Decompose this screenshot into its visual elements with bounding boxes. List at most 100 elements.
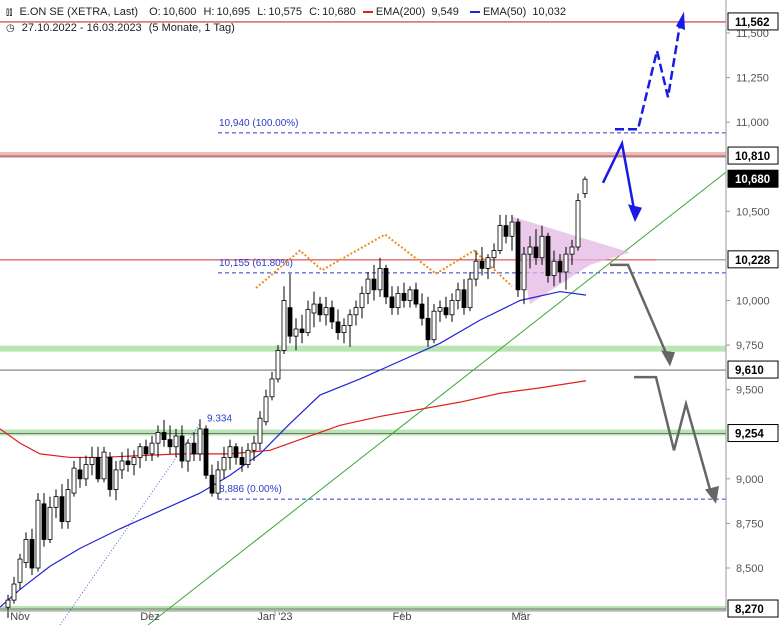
candle-body bbox=[582, 178, 588, 194]
legend-ema200[interactable]: EMA(200) 9,549 bbox=[362, 6, 463, 18]
candle-body bbox=[341, 325, 347, 334]
candle-body bbox=[323, 307, 329, 316]
candle-body bbox=[233, 446, 239, 458]
candle-body bbox=[101, 451, 107, 480]
candle-body bbox=[395, 292, 401, 309]
candle-body bbox=[71, 467, 77, 494]
candle-body bbox=[185, 442, 191, 462]
candle-body bbox=[299, 328, 305, 333]
fib-label-2: 8,886 (0.00%) bbox=[219, 484, 282, 495]
price-tag-label: 10,228 bbox=[735, 255, 771, 267]
price-tag-box bbox=[727, 146, 779, 165]
candle-body bbox=[473, 260, 479, 280]
candle-body bbox=[497, 225, 503, 251]
candle-body bbox=[245, 449, 251, 465]
candle-body bbox=[95, 457, 101, 480]
candles-group bbox=[5, 176, 588, 618]
candle-body bbox=[29, 539, 35, 569]
candle-body bbox=[5, 599, 11, 608]
candle-body bbox=[83, 464, 89, 480]
candle-body bbox=[515, 221, 521, 291]
price-tag-label: 10,680 bbox=[735, 174, 770, 186]
arrow-blue-down bbox=[601, 139, 637, 216]
orange-pattern-line bbox=[255, 233, 513, 289]
y-tick-label: 8,750 bbox=[736, 518, 764, 530]
y-tick-label: 9,000 bbox=[736, 474, 764, 486]
candle-body bbox=[209, 474, 215, 494]
candle-body bbox=[443, 307, 449, 316]
y-tick-label: 10,000 bbox=[736, 296, 770, 308]
arrow-gray-1 bbox=[610, 263, 670, 359]
candle-body bbox=[521, 253, 527, 291]
arrow-gray-2-head bbox=[705, 485, 719, 504]
candle-body bbox=[557, 260, 563, 273]
arrow-blue-dashed-head bbox=[676, 11, 685, 31]
price-tag-label: 10,810 bbox=[735, 151, 770, 163]
low-value: 10,575 bbox=[268, 6, 303, 18]
y-tick-label: 9,750 bbox=[736, 340, 764, 352]
candle-body bbox=[347, 314, 353, 326]
header-line-1: ⫾⫾ E.ON SE (XETRA, Last) O: 10,600 H: 10,6… bbox=[6, 6, 574, 18]
high-label: H: bbox=[203, 6, 215, 18]
period-text: (5 Monate, 1 Tag) bbox=[148, 22, 235, 34]
candle-body bbox=[41, 503, 47, 540]
price-tag-box bbox=[727, 169, 779, 188]
candle-body bbox=[191, 442, 197, 455]
candle-body bbox=[413, 289, 419, 305]
candle-body bbox=[455, 289, 461, 301]
bar-chart-icon[interactable]: ⫾⫾ bbox=[6, 7, 13, 18]
support-band-9254 bbox=[0, 429, 726, 436]
candle-body bbox=[155, 432, 161, 444]
candle-body bbox=[329, 307, 335, 323]
series-line-ema200 bbox=[0, 380, 587, 459]
arrow-gray-1-head bbox=[661, 350, 675, 367]
y-tick-label: 9,500 bbox=[736, 385, 764, 397]
candle-body bbox=[563, 253, 569, 273]
candle-body bbox=[335, 321, 341, 333]
candle-body bbox=[281, 300, 287, 351]
candle-body bbox=[47, 506, 53, 540]
trendline-support bbox=[147, 171, 727, 626]
candle-body bbox=[545, 235, 551, 276]
candle-body bbox=[59, 496, 65, 523]
candle-body bbox=[407, 289, 413, 301]
ema50-label: EMA(50) bbox=[482, 6, 527, 18]
candle-body bbox=[305, 309, 311, 333]
candle-body bbox=[503, 225, 509, 237]
arrow-blue-dashed bbox=[615, 23, 682, 131]
high-value: 10,695 bbox=[216, 6, 251, 18]
open-label: O: bbox=[149, 6, 161, 18]
x-tick-label: Feb bbox=[393, 611, 412, 623]
candle-body bbox=[461, 289, 467, 309]
candle-body bbox=[161, 432, 167, 441]
annotation-label-0: 9.334 bbox=[207, 413, 232, 424]
candle-body bbox=[203, 428, 209, 476]
candle-body bbox=[509, 221, 515, 237]
candle-body bbox=[215, 469, 221, 494]
ema50-value: 10,032 bbox=[532, 6, 566, 18]
candle-body bbox=[269, 378, 275, 398]
candle-body bbox=[11, 583, 17, 601]
price-tag-label: 8,270 bbox=[735, 604, 764, 616]
x-tick-label: Jan '23 bbox=[257, 611, 292, 623]
y-tick-label: 8,500 bbox=[736, 563, 764, 575]
ema200-value: 9,549 bbox=[431, 6, 459, 18]
x-tick-label: Nov bbox=[10, 611, 30, 623]
candle-body bbox=[179, 435, 185, 462]
candle-body bbox=[263, 396, 269, 423]
candle-body bbox=[449, 300, 455, 316]
ema200-label: EMA(200) bbox=[375, 6, 426, 18]
candle-body bbox=[389, 296, 395, 309]
candle-body bbox=[173, 435, 179, 448]
candle-body bbox=[425, 317, 431, 341]
candle-body bbox=[377, 267, 383, 291]
candle-body bbox=[371, 278, 377, 291]
legend-ema50[interactable]: EMA(50) 10,032 bbox=[469, 6, 570, 18]
x-tick-label: Dez bbox=[140, 611, 160, 623]
candle-body bbox=[53, 496, 59, 508]
fib-label-1: 10,155 (61.80%) bbox=[219, 258, 293, 269]
candle-body bbox=[401, 292, 407, 301]
